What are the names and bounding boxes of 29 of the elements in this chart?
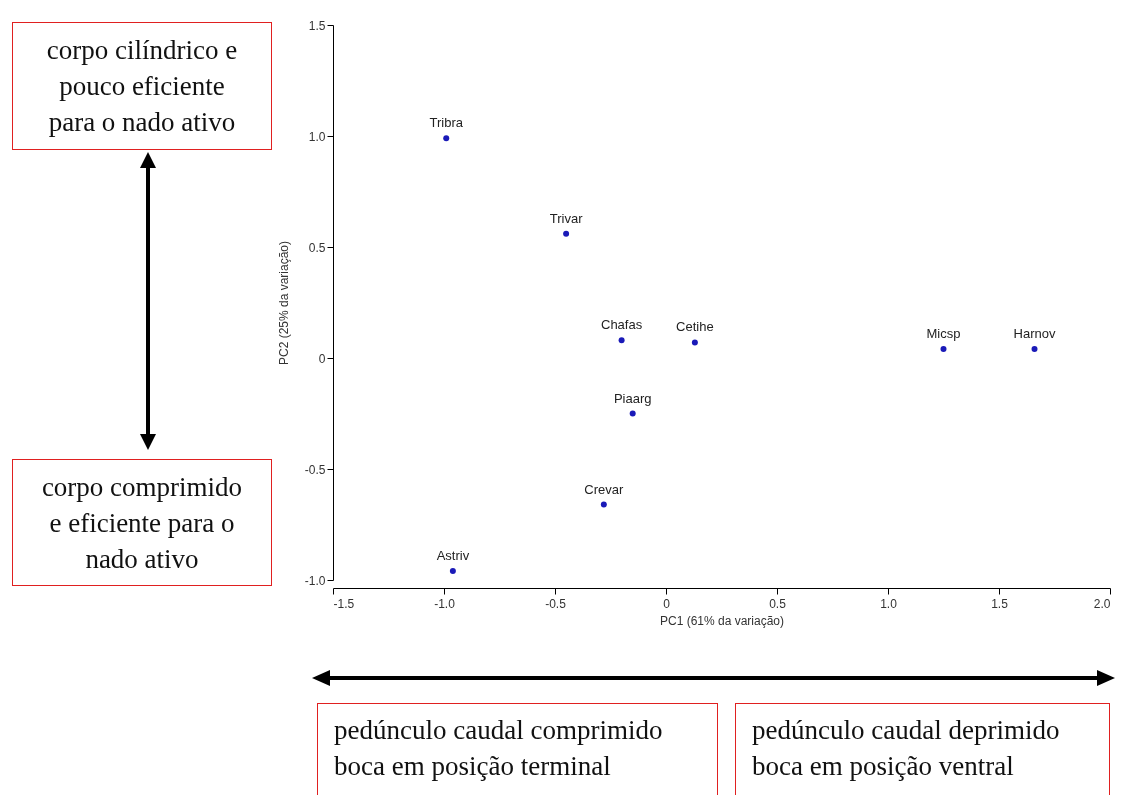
annotation: Micsp [926, 326, 961, 342]
framed-note: corpo cilíndrico e pouco eficiente para o nado ativo [12, 22, 272, 150]
x-tick-label: 0.5 [769, 596, 787, 611]
framed-note: pedúnculo caudal deprimido boca em posição ventral [735, 703, 1110, 795]
x-tick-label: -1.5 [333, 596, 355, 611]
annotation: Harnov [1013, 326, 1056, 342]
y-tick-label: -0.5 [304, 462, 326, 477]
framed-note: corpo comprimido e eficiente para o nado ativo [12, 459, 272, 586]
y-tick-label: 1.0 [308, 129, 326, 144]
y-tick-label: 1.5 [308, 18, 326, 33]
framed-note: pedúnculo caudal comprimido boca em posição terminal [317, 703, 718, 795]
y-axis-title: PC2 (25% da variação) [276, 240, 291, 366]
annotation: Piaarg [613, 390, 652, 406]
x-tick-label: 1.5 [991, 596, 1009, 611]
annotation: Trivar [549, 210, 584, 226]
annotation: Crevar [584, 481, 625, 497]
x-tick-label: -1.0 [434, 596, 456, 611]
annotation: Chafas [601, 317, 643, 333]
x-tick-label: -0.5 [545, 596, 567, 611]
annotation: Tribra [429, 115, 464, 131]
x-tick-label: 2.0 [1093, 596, 1111, 611]
y-tick-label: -1.0 [304, 573, 326, 588]
y-tick-label: 0 [318, 351, 326, 366]
annotation: Cetihe [676, 319, 714, 335]
annotation: Astriv [436, 548, 470, 564]
x-tick-label: 1.0 [880, 596, 898, 611]
x-axis-title: PC1 (61% da variação) [659, 613, 785, 628]
y-tick-label: 0.5 [308, 240, 326, 255]
x-tick-label: 0 [663, 596, 671, 611]
